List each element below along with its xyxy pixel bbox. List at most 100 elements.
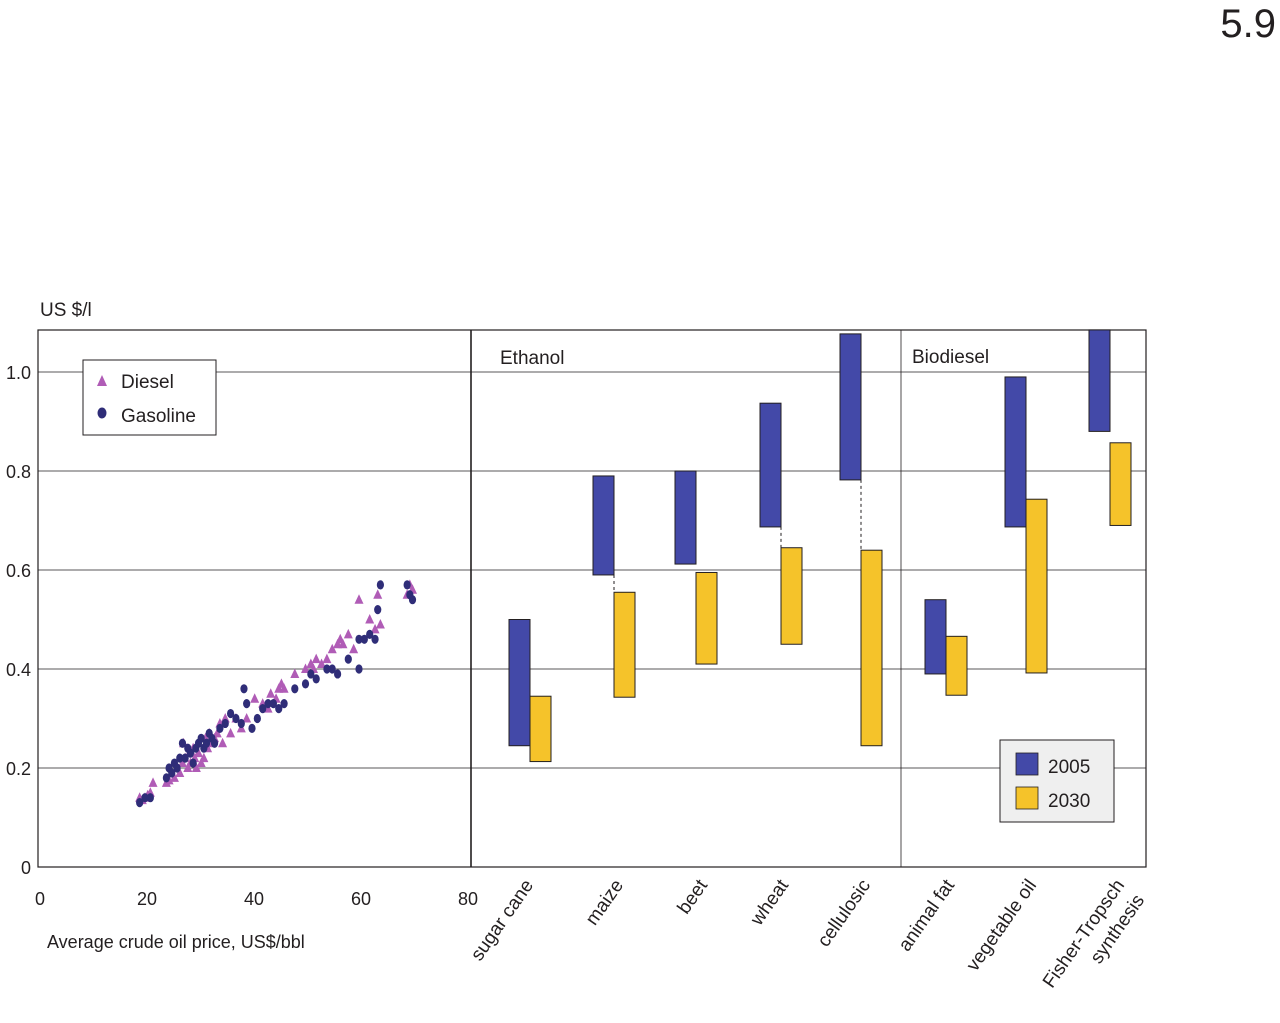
y-tick-label: 0 (21, 858, 31, 878)
scatter-point-gasoline (210, 738, 219, 748)
x-tick-label: 0 (35, 889, 45, 909)
scatter-point-gasoline (227, 708, 235, 719)
scatter-point-diesel (370, 623, 380, 634)
scatter-point-diesel (242, 713, 252, 723)
scatter-point-gasoline (374, 605, 382, 615)
y-tick-label: 1.0 (6, 363, 31, 383)
scatter-point-diesel (196, 757, 206, 768)
legend-swatch-2030 (1015, 786, 1039, 810)
scatter-point-gasoline (323, 664, 331, 674)
bar-2005 (1004, 376, 1027, 528)
bar-2030 (1109, 442, 1132, 526)
bar-2030 (945, 635, 968, 696)
range-bars (508, 329, 1132, 763)
scatter-point-gasoline (253, 713, 261, 724)
legend-label-2030: 2030 (1048, 791, 1090, 812)
y-tick-label: 0.4 (6, 660, 31, 680)
bar-2005 (759, 402, 782, 528)
category-label: animal fat (895, 875, 960, 955)
group-label-ethanol: Ethanol (500, 348, 564, 369)
bar-2005 (674, 470, 697, 565)
scatter-point-diesel (290, 668, 300, 678)
scatter-point-diesel (373, 589, 383, 599)
scatter-point-gasoline (168, 768, 176, 778)
scatter-point-gasoline (202, 738, 211, 748)
scatter-point-gasoline (186, 748, 195, 758)
scatter-point-gasoline (371, 634, 379, 644)
bar-legend: 2005 2030 (999, 739, 1115, 823)
legend-label-2005: 2005 (1048, 757, 1090, 778)
scatter-point-gasoline (189, 758, 197, 768)
scatter-point-gasoline (360, 634, 368, 644)
scatter-point-diesel (191, 762, 201, 772)
scatter-point-diesel (365, 614, 375, 624)
scatter-point-gasoline (344, 654, 352, 664)
bar-2030 (695, 571, 718, 665)
group-label-biodiesel: Biodiesel (912, 347, 989, 368)
scatter-point-diesel (199, 752, 209, 763)
scatter-point-gasoline (269, 699, 277, 709)
scatter-point-gasoline (136, 798, 144, 808)
scatter-point-gasoline (221, 718, 229, 729)
y-tick-labels: 0 0.2 0.4 0.6 0.8 1.0 (6, 363, 31, 878)
figure-number: 5.9 (1220, 2, 1276, 46)
scatter-point-gasoline (216, 723, 224, 734)
scatter-point-diesel (343, 628, 353, 639)
category-labels: sugar cane maize beet wheat cellulosic animal… (467, 875, 1149, 992)
x-tick-label: 20 (137, 889, 157, 909)
scatter-point-gasoline (334, 669, 342, 679)
y-axis-label: US $/l (40, 300, 92, 321)
scatter-point-diesel (218, 737, 228, 748)
scatter-point-diesel (301, 663, 310, 673)
bar-2030 (1025, 498, 1048, 674)
scatter-point-gasoline (146, 793, 154, 803)
scatter-point-diesel (194, 747, 203, 758)
legend-label-gasoline: Gasoline (121, 406, 196, 427)
category-label: cellulosic (814, 876, 875, 951)
scatter-points (135, 579, 417, 808)
scatter-point-gasoline (176, 753, 184, 763)
scatter-point-gasoline (291, 684, 299, 694)
x-tick-label: 60 (351, 889, 371, 909)
scatter-point-gasoline (173, 763, 181, 773)
scatter-point-gasoline (355, 664, 363, 674)
scatter-point-gasoline (264, 699, 272, 709)
x-tick-label: 40 (244, 889, 264, 909)
scatter-point-diesel (349, 643, 359, 654)
legend-marker-diesel (97, 375, 107, 386)
scatter-point-diesel (226, 727, 236, 738)
y-tick-label: 0.8 (6, 462, 31, 482)
category-label: beet (674, 875, 713, 918)
scatter-point-diesel (375, 618, 385, 629)
scatter-point-gasoline (307, 669, 315, 679)
bar-2005 (839, 333, 862, 481)
legend-swatch-2005 (1015, 752, 1039, 776)
scatter-point-gasoline (328, 664, 336, 674)
bar-2005 (592, 475, 615, 576)
scatter-point-gasoline (259, 704, 267, 714)
bar-2005 (924, 599, 947, 675)
scatter-point-diesel (175, 767, 185, 777)
scatter-point-gasoline (232, 713, 240, 724)
scatter-point-gasoline (301, 679, 310, 689)
scatter-point-gasoline (243, 699, 251, 709)
scatter-point-diesel (322, 653, 332, 664)
scatter-legend-box (82, 359, 217, 436)
bar-2030 (780, 547, 803, 645)
scatter-point-gasoline (366, 629, 374, 639)
scatter-point-gasoline (178, 738, 187, 748)
scatter-point-gasoline (240, 684, 248, 694)
category-label: wheat (746, 875, 793, 930)
scatter-point-diesel (354, 594, 364, 604)
bar-2005 (1088, 329, 1111, 432)
scatter-point-diesel (266, 688, 276, 698)
y-tick-label: 0.2 (6, 759, 31, 779)
x-tick-labels: 0 20 40 60 80 (35, 889, 478, 909)
scatter-point-gasoline (181, 753, 189, 763)
scatter-point-diesel (148, 777, 158, 787)
bar-2030 (613, 591, 636, 698)
legend-label-diesel: Diesel (121, 372, 174, 393)
scatter-point-diesel (183, 762, 193, 772)
scatter-point-diesel (327, 643, 337, 654)
